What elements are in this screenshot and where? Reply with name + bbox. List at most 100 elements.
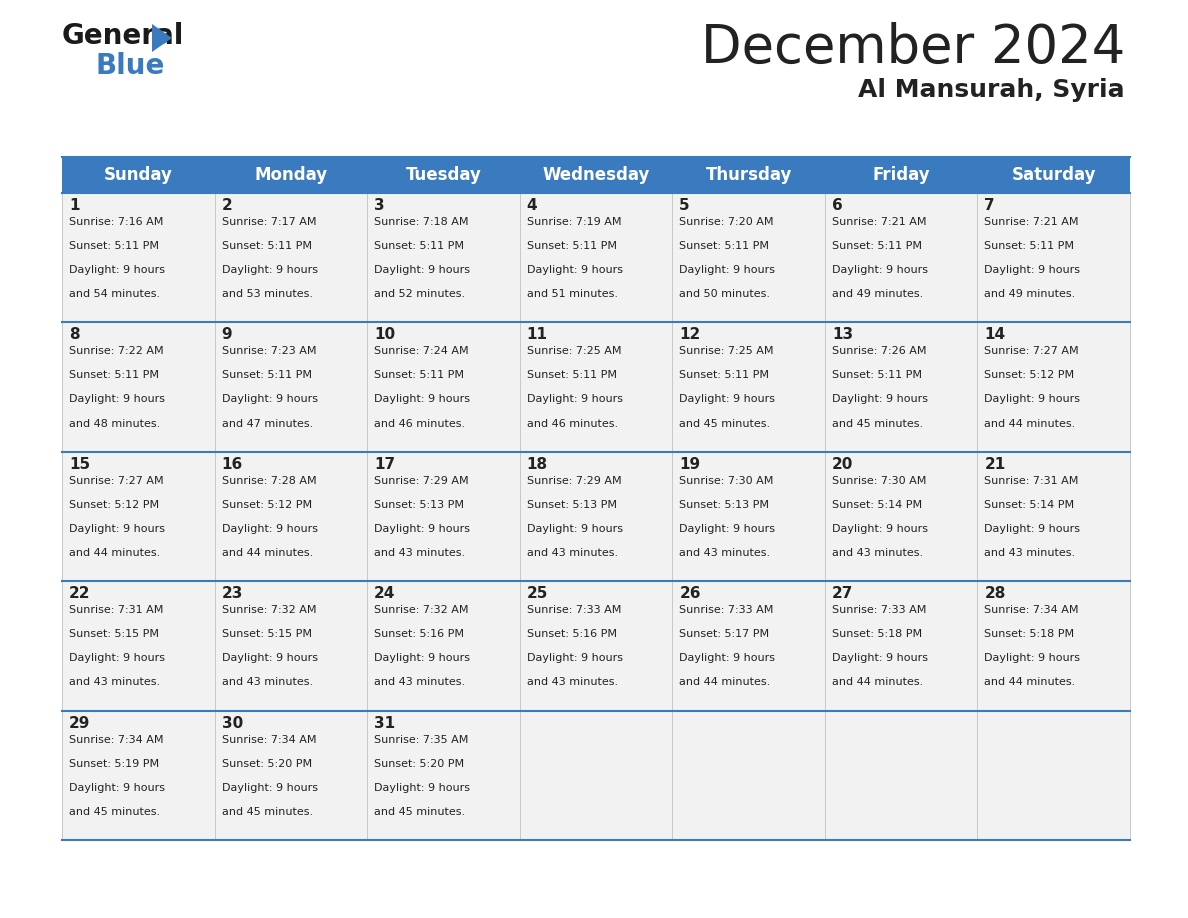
Text: 4: 4 [526, 198, 537, 213]
Text: and 44 minutes.: and 44 minutes. [69, 548, 160, 558]
Text: and 44 minutes.: and 44 minutes. [222, 548, 312, 558]
Bar [367, 711, 519, 840]
Bar [519, 581, 672, 711]
Text: Sunset: 5:11 PM: Sunset: 5:11 PM [832, 371, 922, 380]
Text: Sunrise: 7:16 AM: Sunrise: 7:16 AM [69, 217, 164, 227]
Text: and 43 minutes.: and 43 minutes. [69, 677, 160, 688]
Bar [824, 452, 978, 581]
Text: 10: 10 [374, 328, 396, 342]
Text: Sunset: 5:12 PM: Sunset: 5:12 PM [69, 499, 159, 509]
Text: Daylight: 9 hours: Daylight: 9 hours [69, 265, 165, 275]
Text: Sunrise: 7:33 AM: Sunrise: 7:33 AM [680, 605, 773, 615]
Text: Sunset: 5:16 PM: Sunset: 5:16 PM [526, 629, 617, 639]
Text: 21: 21 [985, 457, 1006, 472]
Text: 17: 17 [374, 457, 396, 472]
Bar [62, 193, 215, 322]
Text: 20: 20 [832, 457, 853, 472]
Text: 22: 22 [69, 587, 90, 601]
Text: Daylight: 9 hours: Daylight: 9 hours [832, 265, 928, 275]
Text: 9: 9 [222, 328, 232, 342]
Text: Sunrise: 7:30 AM: Sunrise: 7:30 AM [832, 476, 927, 486]
Text: Sunset: 5:11 PM: Sunset: 5:11 PM [680, 241, 770, 251]
Text: Sunset: 5:11 PM: Sunset: 5:11 PM [526, 371, 617, 380]
Text: Sunset: 5:12 PM: Sunset: 5:12 PM [222, 499, 311, 509]
Text: and 45 minutes.: and 45 minutes. [680, 419, 770, 429]
Text: Daylight: 9 hours: Daylight: 9 hours [374, 524, 470, 534]
Text: Daylight: 9 hours: Daylight: 9 hours [680, 265, 776, 275]
Text: Sunrise: 7:27 AM: Sunrise: 7:27 AM [69, 476, 164, 486]
Text: Daylight: 9 hours: Daylight: 9 hours [832, 395, 928, 405]
Text: Daylight: 9 hours: Daylight: 9 hours [222, 654, 317, 664]
Text: Daylight: 9 hours: Daylight: 9 hours [374, 395, 470, 405]
Text: Sunrise: 7:25 AM: Sunrise: 7:25 AM [526, 346, 621, 356]
Text: Sunrise: 7:20 AM: Sunrise: 7:20 AM [680, 217, 773, 227]
Text: Sunset: 5:18 PM: Sunset: 5:18 PM [832, 629, 922, 639]
Text: Sunset: 5:11 PM: Sunset: 5:11 PM [222, 241, 311, 251]
Text: Daylight: 9 hours: Daylight: 9 hours [985, 265, 1080, 275]
Text: Daylight: 9 hours: Daylight: 9 hours [222, 395, 317, 405]
Text: Saturday: Saturday [1011, 166, 1097, 184]
Text: Tuesday: Tuesday [405, 166, 481, 184]
Text: and 48 minutes.: and 48 minutes. [69, 419, 160, 429]
Text: Sunset: 5:14 PM: Sunset: 5:14 PM [832, 499, 922, 509]
Text: Al Mansurah, Syria: Al Mansurah, Syria [859, 78, 1125, 102]
Text: 12: 12 [680, 328, 701, 342]
Text: General: General [62, 22, 184, 50]
Text: and 52 minutes.: and 52 minutes. [374, 289, 466, 299]
Text: 3: 3 [374, 198, 385, 213]
Text: and 43 minutes.: and 43 minutes. [526, 677, 618, 688]
Text: Daylight: 9 hours: Daylight: 9 hours [985, 654, 1080, 664]
Text: Sunset: 5:15 PM: Sunset: 5:15 PM [69, 629, 159, 639]
Text: and 49 minutes.: and 49 minutes. [832, 289, 923, 299]
Text: and 49 minutes.: and 49 minutes. [985, 289, 1075, 299]
Text: Sunrise: 7:35 AM: Sunrise: 7:35 AM [374, 734, 468, 744]
Text: Sunset: 5:20 PM: Sunset: 5:20 PM [374, 758, 465, 768]
Text: 23: 23 [222, 587, 244, 601]
Text: Sunrise: 7:21 AM: Sunrise: 7:21 AM [985, 217, 1079, 227]
Text: Daylight: 9 hours: Daylight: 9 hours [680, 654, 776, 664]
Bar [824, 193, 978, 322]
Bar [367, 452, 519, 581]
Text: Sunset: 5:20 PM: Sunset: 5:20 PM [222, 758, 311, 768]
Text: and 43 minutes.: and 43 minutes. [222, 677, 312, 688]
Bar [215, 452, 367, 581]
Bar [672, 581, 824, 711]
Text: Sunset: 5:11 PM: Sunset: 5:11 PM [832, 241, 922, 251]
Text: Daylight: 9 hours: Daylight: 9 hours [69, 783, 165, 793]
Text: Sunrise: 7:33 AM: Sunrise: 7:33 AM [526, 605, 621, 615]
Bar [824, 711, 978, 840]
Text: Sunset: 5:13 PM: Sunset: 5:13 PM [680, 499, 770, 509]
Text: Sunday: Sunday [103, 166, 172, 184]
Text: Sunrise: 7:25 AM: Sunrise: 7:25 AM [680, 346, 773, 356]
Text: and 43 minutes.: and 43 minutes. [985, 548, 1075, 558]
Bar [978, 581, 1130, 711]
Text: Sunrise: 7:31 AM: Sunrise: 7:31 AM [69, 605, 164, 615]
Text: 19: 19 [680, 457, 701, 472]
Text: Sunset: 5:11 PM: Sunset: 5:11 PM [526, 241, 617, 251]
Text: Sunset: 5:17 PM: Sunset: 5:17 PM [680, 629, 770, 639]
Text: Sunset: 5:13 PM: Sunset: 5:13 PM [374, 499, 465, 509]
Text: December 2024: December 2024 [701, 22, 1125, 74]
Text: Sunset: 5:11 PM: Sunset: 5:11 PM [69, 241, 159, 251]
Bar [367, 581, 519, 711]
Text: Sunset: 5:16 PM: Sunset: 5:16 PM [374, 629, 465, 639]
Text: 5: 5 [680, 198, 690, 213]
Text: and 47 minutes.: and 47 minutes. [222, 419, 312, 429]
Text: and 44 minutes.: and 44 minutes. [985, 677, 1075, 688]
Text: Thursday: Thursday [706, 166, 791, 184]
Text: and 45 minutes.: and 45 minutes. [832, 419, 923, 429]
Text: Daylight: 9 hours: Daylight: 9 hours [374, 783, 470, 793]
Text: 8: 8 [69, 328, 80, 342]
Text: Daylight: 9 hours: Daylight: 9 hours [832, 524, 928, 534]
Bar [978, 452, 1130, 581]
Text: and 43 minutes.: and 43 minutes. [374, 548, 466, 558]
Bar [62, 322, 215, 452]
Text: Sunrise: 7:23 AM: Sunrise: 7:23 AM [222, 346, 316, 356]
Text: 16: 16 [222, 457, 242, 472]
Bar [672, 452, 824, 581]
Text: Sunrise: 7:32 AM: Sunrise: 7:32 AM [222, 605, 316, 615]
Text: Sunset: 5:13 PM: Sunset: 5:13 PM [526, 499, 617, 509]
Text: Sunset: 5:19 PM: Sunset: 5:19 PM [69, 758, 159, 768]
Bar [519, 193, 672, 322]
Text: 24: 24 [374, 587, 396, 601]
